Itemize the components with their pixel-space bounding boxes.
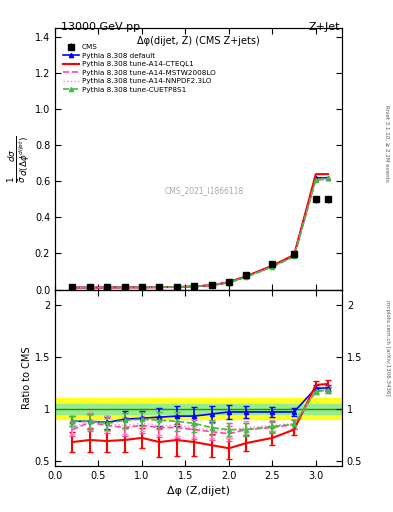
Bar [55,403,342,414]
Text: Z+Jet: Z+Jet [309,22,340,32]
Legend: CMS, Pythia 8.308 default, Pythia 8.308 tune-A14-CTEQL1, Pythia 8.308 tune-A14-M: CMS, Pythia 8.308 default, Pythia 8.308 … [61,42,217,94]
Text: 13000 GeV pp: 13000 GeV pp [61,22,140,32]
Text: CMS_2021_I1866118: CMS_2021_I1866118 [165,186,244,195]
Bar [55,398,342,419]
Text: Rivet 3.1.10, ≥ 2.2M events: Rivet 3.1.10, ≥ 2.2M events [385,105,389,182]
Text: Δφ(dijet, Z) (CMS Z+jets): Δφ(dijet, Z) (CMS Z+jets) [137,36,260,46]
Y-axis label: Ratio to CMS: Ratio to CMS [22,347,32,409]
Text: mcplots.cern.ch [arXiv:1306.3436]: mcplots.cern.ch [arXiv:1306.3436] [385,301,389,396]
X-axis label: Δφ (Z,dijet): Δφ (Z,dijet) [167,486,230,496]
Y-axis label: $\frac{1}{\bar{\sigma}}\frac{d\sigma}{d(\Delta\phi^{dijet})}$: $\frac{1}{\bar{\sigma}}\frac{d\sigma}{d(… [7,135,32,183]
